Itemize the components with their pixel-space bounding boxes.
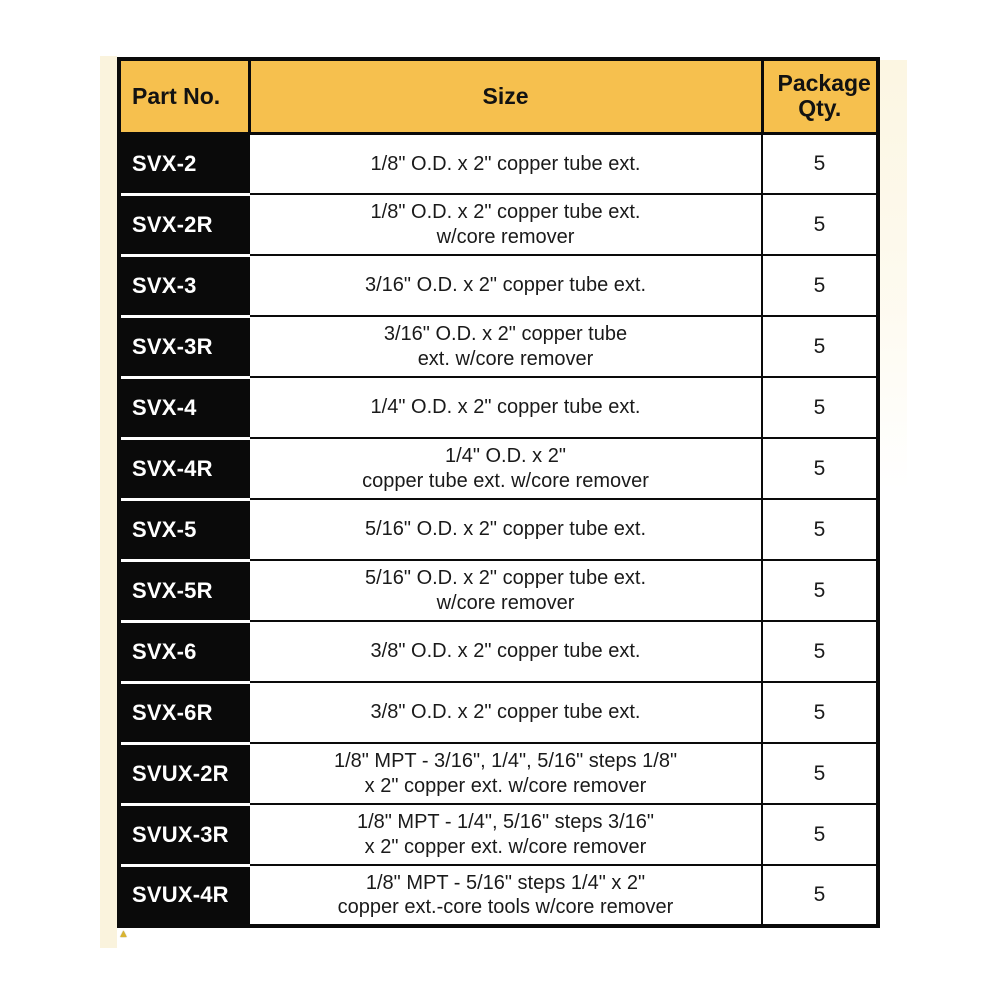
size-cell: 1/8" O.D. x 2" copper tube ext. [248, 132, 763, 195]
part-no-cell: SVX-6R [119, 680, 250, 745]
package-qty-cell: 5 [761, 803, 879, 866]
size-line: 3/16" O.D. x 2" copper tube ext. [364, 274, 646, 297]
size-line: 1/4" O.D. x 2" copper tube ext. [370, 396, 641, 419]
size-cell: 1/4" O.D. x 2" copper tube ext. [248, 376, 763, 439]
size-line: 1/4" O.D. x 2" [445, 445, 566, 468]
scan-artifact-band-right [877, 60, 907, 490]
package-qty-cell: 5 [761, 132, 879, 195]
size-line: 1/8" MPT - 3/16", 1/4", 5/16" steps 1/8" [333, 750, 678, 773]
size-cell: 5/16" O.D. x 2" copper tube ext. w/core r… [248, 559, 763, 622]
table-row: SVX-6R 3/8" O.D. x 2" copper tube ext. 5 [119, 680, 879, 745]
size-line: 1/8" O.D. x 2" copper tube ext. [370, 201, 641, 224]
table-row: SVUX-3R 1/8" MPT - 1/4", 5/16" steps 3/1… [119, 802, 879, 867]
size-cell: 1/8" MPT - 3/16", 1/4", 5/16" steps 1/8"… [248, 742, 763, 805]
part-no-cell: SVX-5R [119, 558, 250, 623]
table-row: SVX-4R 1/4" O.D. x 2" copper tube ext. w/… [119, 436, 879, 501]
size-cell: 3/8" O.D. x 2" copper tube ext. [248, 681, 763, 744]
package-qty-cell: 5 [761, 742, 879, 805]
package-qty-cell: 5 [761, 437, 879, 500]
caret-up-icon: ▲ [118, 928, 129, 940]
part-no-cell: SVX-4 [119, 375, 250, 440]
part-no-cell: SVUX-2R [119, 741, 250, 806]
size-cell: 1/8" MPT - 1/4", 5/16" steps 3/16" x 2" c… [248, 803, 763, 866]
scan-artifact-band-left [100, 56, 117, 948]
part-no-cell: SVX-2 [119, 131, 250, 196]
size-line: w/core remover [436, 225, 575, 248]
size-cell: 1/8" MPT - 5/16" steps 1/4" x 2" copper e… [248, 864, 763, 927]
size-line: ext. w/core remover [417, 347, 594, 370]
table-row: SVX-5 5/16" O.D. x 2" copper tube ext. 5 [119, 497, 879, 562]
size-line: 5/16" O.D. x 2" copper tube ext. [364, 567, 646, 590]
size-line: w/core remover [436, 591, 575, 614]
part-no-cell: SVX-3 [119, 253, 250, 318]
package-qty-cell: 5 [761, 315, 879, 378]
size-cell: 1/8" O.D. x 2" copper tube ext. w/core re… [248, 193, 763, 256]
column-header-package-qty: Package Qty. [760, 57, 880, 135]
size-line: 5/16" O.D. x 2" copper tube ext. [364, 518, 646, 541]
size-line: 1/8" MPT - 1/4", 5/16" steps 3/16" [356, 811, 655, 834]
size-line: x 2" copper ext. w/core remover [364, 835, 647, 858]
size-line: copper tube ext. w/core remover [362, 469, 649, 492]
part-no-cell: SVX-2R [119, 192, 250, 257]
package-qty-cell: 5 [761, 681, 879, 744]
parts-spec-table: Part No. Size Package Qty. SVX-2 1/8" O.… [117, 57, 880, 928]
package-qty-cell: 5 [761, 864, 879, 927]
size-line: 3/8" O.D. x 2" copper tube ext. [370, 640, 641, 663]
size-cell: 1/4" O.D. x 2" copper tube ext. w/core re… [248, 437, 763, 500]
table-row: SVUX-2R 1/8" MPT - 3/16", 1/4", 5/16" st… [119, 741, 879, 806]
size-cell: 3/8" O.D. x 2" copper tube ext. [248, 620, 763, 683]
package-qty-cell: 5 [761, 254, 879, 317]
part-no-cell: SVX-5 [119, 497, 250, 562]
package-qty-cell: 5 [761, 193, 879, 256]
size-cell: 3/16" O.D. x 2" copper tube ext. w/core r… [248, 315, 763, 378]
package-qty-cell: 5 [761, 498, 879, 561]
table-row: SVUX-4R 1/8" MPT - 5/16" steps 1/4" x 2"… [119, 863, 879, 928]
size-cell: 5/16" O.D. x 2" copper tube ext. [248, 498, 763, 561]
table-row: SVX-5R 5/16" O.D. x 2" copper tube ext. w… [119, 558, 879, 623]
size-line: 1/8" O.D. x 2" copper tube ext. [370, 152, 641, 175]
header-row: Part No. Size Package Qty. [117, 57, 880, 135]
size-line: copper ext.-core tools w/core remover [337, 896, 674, 918]
size-line: 3/16" O.D. x 2" copper tube [383, 323, 628, 346]
part-no-cell: SVUX-3R [119, 802, 250, 867]
table-row: SVX-3 3/16" O.D. x 2" copper tube ext. 5 [119, 253, 879, 318]
table-row: SVX-6 3/8" O.D. x 2" copper tube ext. 5 [119, 619, 879, 684]
table-row: SVX-2 1/8" O.D. x 2" copper tube ext. 5 [119, 131, 879, 196]
column-header-size: Size [247, 57, 764, 135]
part-no-cell: SVX-3R [119, 314, 250, 379]
column-header-part-no: Part No. [117, 57, 251, 135]
table-row: SVX-4 1/4" O.D. x 2" copper tube ext. 5 [119, 375, 879, 440]
package-qty-cell: 5 [761, 620, 879, 683]
table-row: SVX-3R 3/16" O.D. x 2" copper tube ext. w… [119, 314, 879, 379]
part-no-cell: SVUX-4R [119, 863, 250, 928]
part-no-cell: SVX-4R [119, 436, 250, 501]
part-no-cell: SVX-6 [119, 619, 250, 684]
package-qty-cell: 5 [761, 376, 879, 439]
package-qty-cell: 5 [761, 559, 879, 622]
size-cell: 3/16" O.D. x 2" copper tube ext. [248, 254, 763, 317]
table-row: SVX-2R 1/8" O.D. x 2" copper tube ext. w/… [119, 192, 879, 257]
size-line: x 2" copper ext. w/core remover [364, 774, 647, 797]
size-line: 1/8" MPT - 5/16" steps 1/4" x 2" [365, 871, 646, 894]
size-line: 3/8" O.D. x 2" copper tube ext. [370, 701, 641, 724]
